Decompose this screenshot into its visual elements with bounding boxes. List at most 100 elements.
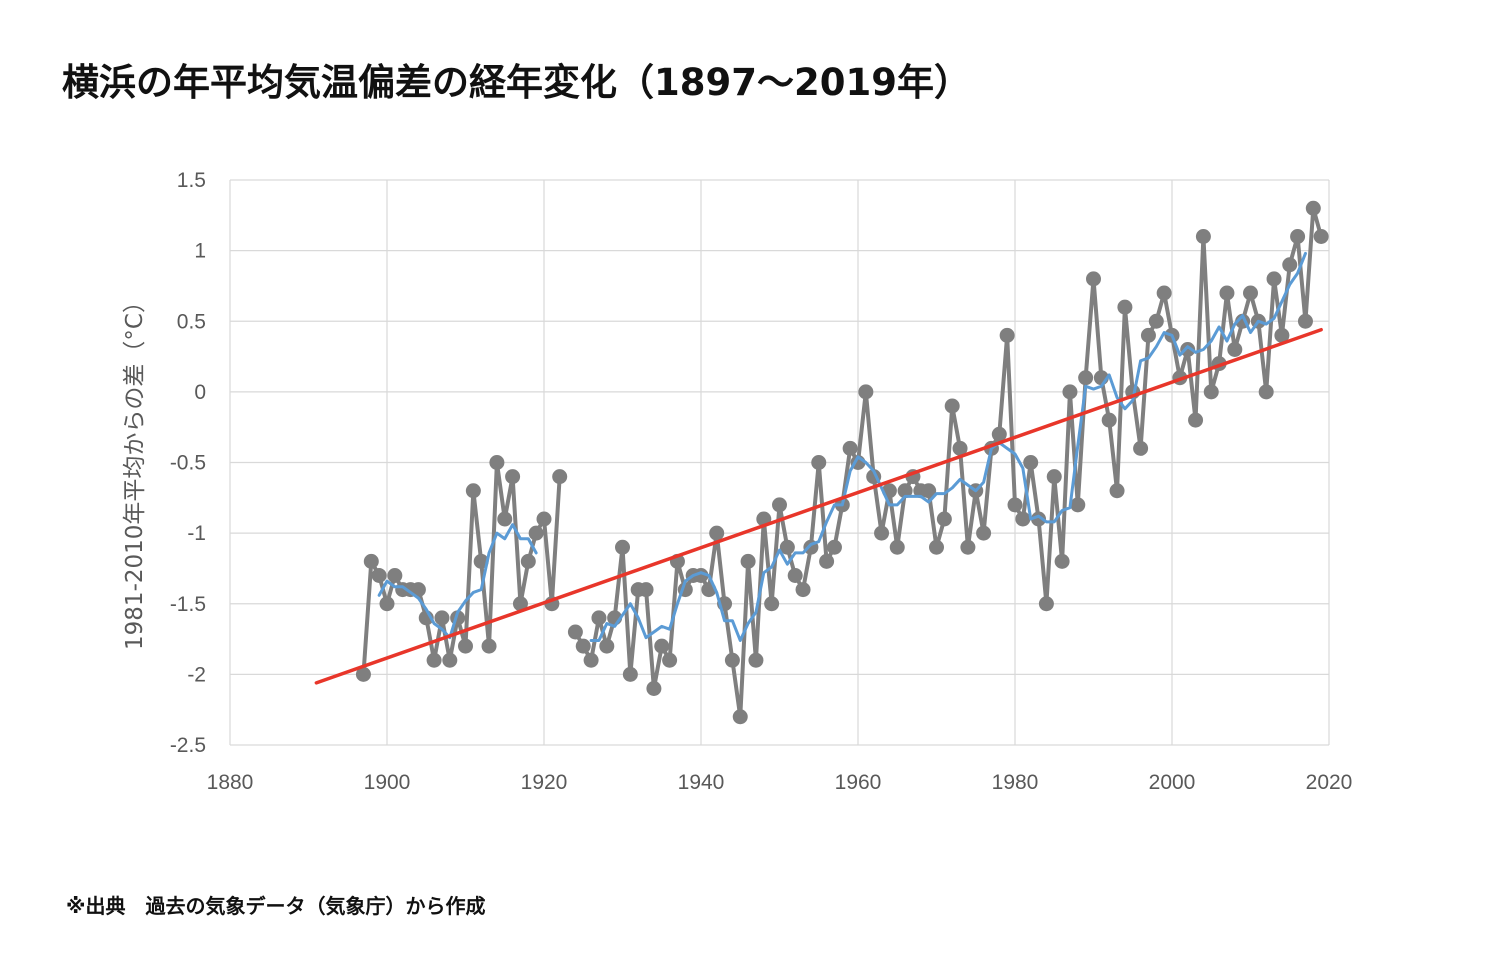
data-point xyxy=(575,638,591,654)
moving-average-line xyxy=(589,251,1307,642)
x-tick-label: 1900 xyxy=(364,771,411,794)
x-tick-label: 1880 xyxy=(207,771,254,794)
data-point xyxy=(1109,483,1125,499)
moving-average-line xyxy=(377,523,538,640)
data-point xyxy=(1054,553,1070,569)
data-point xyxy=(371,568,387,583)
data-point xyxy=(1243,285,1258,301)
y-tick-label: -2 xyxy=(187,663,206,686)
data-point xyxy=(505,469,521,485)
data-point xyxy=(1148,313,1164,329)
data-point xyxy=(732,709,748,725)
data-point xyxy=(1258,384,1274,400)
data-point xyxy=(1007,497,1023,513)
data-point xyxy=(591,610,607,626)
y-tick-label: -1 xyxy=(187,522,206,545)
data-point xyxy=(567,624,583,640)
data-point xyxy=(1031,511,1047,527)
data-point xyxy=(976,525,992,541)
y-axis-ticks: 1.5 1 0.5 0 -0.5 -1 -1.5 -2 -2.5 xyxy=(170,169,206,757)
data-point xyxy=(355,666,371,682)
data-point xyxy=(952,440,968,456)
data-point xyxy=(811,455,827,470)
x-tick-label: 1980 xyxy=(992,771,1039,794)
data-point xyxy=(999,327,1015,343)
data-point xyxy=(764,596,780,612)
data-point xyxy=(724,652,740,668)
y-tick-label: 0 xyxy=(194,381,206,404)
x-tick-label: 2000 xyxy=(1149,771,1196,794)
data-point xyxy=(1188,412,1204,428)
series-moving-average xyxy=(377,251,1307,642)
data-point xyxy=(1156,285,1172,301)
series-trend xyxy=(314,327,1323,685)
data-point xyxy=(1219,285,1235,301)
data-point xyxy=(842,440,858,456)
x-tick-label: 1960 xyxy=(835,771,882,794)
y-tick-label: -1.5 xyxy=(170,593,206,616)
data-point xyxy=(599,638,615,654)
data-point xyxy=(1313,229,1329,244)
chart-grid xyxy=(229,179,1330,746)
data-point xyxy=(520,553,536,569)
data-point xyxy=(1015,511,1031,527)
data-point xyxy=(1046,469,1062,485)
y-tick-label: -2.5 xyxy=(170,734,206,757)
data-point xyxy=(552,469,568,485)
data-point xyxy=(693,568,709,583)
x-tick-label: 2020 xyxy=(1306,771,1353,794)
data-point xyxy=(772,497,787,513)
x-axis-ticks: 1880 1900 1920 1940 1960 1980 2000 2020 xyxy=(207,771,1353,794)
data-point xyxy=(536,511,552,527)
data-point xyxy=(638,582,654,598)
data-point xyxy=(442,652,458,668)
data-point xyxy=(458,638,473,654)
data-point xyxy=(654,638,670,654)
data-point xyxy=(944,398,960,414)
data-point xyxy=(1274,327,1290,343)
x-tick-label: 1940 xyxy=(678,771,725,794)
data-point xyxy=(512,596,528,612)
data-point xyxy=(615,539,630,555)
data-point xyxy=(897,483,913,499)
data-point xyxy=(662,652,678,668)
data-point xyxy=(646,681,662,696)
y-tick-label: 1.5 xyxy=(177,169,206,192)
source-note: ※出典 過去の気象データ（気象庁）から作成 xyxy=(66,894,486,918)
data-point xyxy=(1133,440,1149,456)
data-point xyxy=(622,666,638,682)
data-point xyxy=(1070,497,1086,513)
data-point xyxy=(497,511,513,527)
data-point xyxy=(1203,384,1219,400)
data-point xyxy=(858,384,874,400)
data-point xyxy=(779,539,795,555)
data-point xyxy=(387,568,403,583)
x-tick-label: 1920 xyxy=(521,771,568,794)
page-title: 横浜の年平均気温偏差の経年変化（1897〜2019年） xyxy=(62,61,971,104)
data-point xyxy=(795,582,811,598)
data-point xyxy=(410,582,426,598)
y-tick-label: 1 xyxy=(194,240,206,263)
data-point xyxy=(379,596,395,612)
y-tick-label: 0.5 xyxy=(177,310,206,333)
data-point xyxy=(874,525,890,541)
data-point xyxy=(740,553,756,569)
data-point xyxy=(528,525,544,541)
data-point xyxy=(363,553,379,569)
data-point xyxy=(936,511,952,527)
data-point xyxy=(489,455,505,470)
y-tick-label: -0.5 xyxy=(170,452,206,475)
data-point xyxy=(748,652,764,668)
data-point xyxy=(1282,257,1298,273)
data-point xyxy=(1180,342,1196,357)
data-point xyxy=(921,483,937,499)
data-point xyxy=(709,525,725,541)
data-point xyxy=(434,610,450,626)
data-point xyxy=(1195,229,1211,244)
data-point xyxy=(481,638,497,654)
data-point xyxy=(1227,342,1243,357)
data-point xyxy=(1140,327,1156,343)
data-point xyxy=(1038,596,1054,612)
data-point xyxy=(1101,412,1117,428)
data-point xyxy=(1023,455,1039,470)
